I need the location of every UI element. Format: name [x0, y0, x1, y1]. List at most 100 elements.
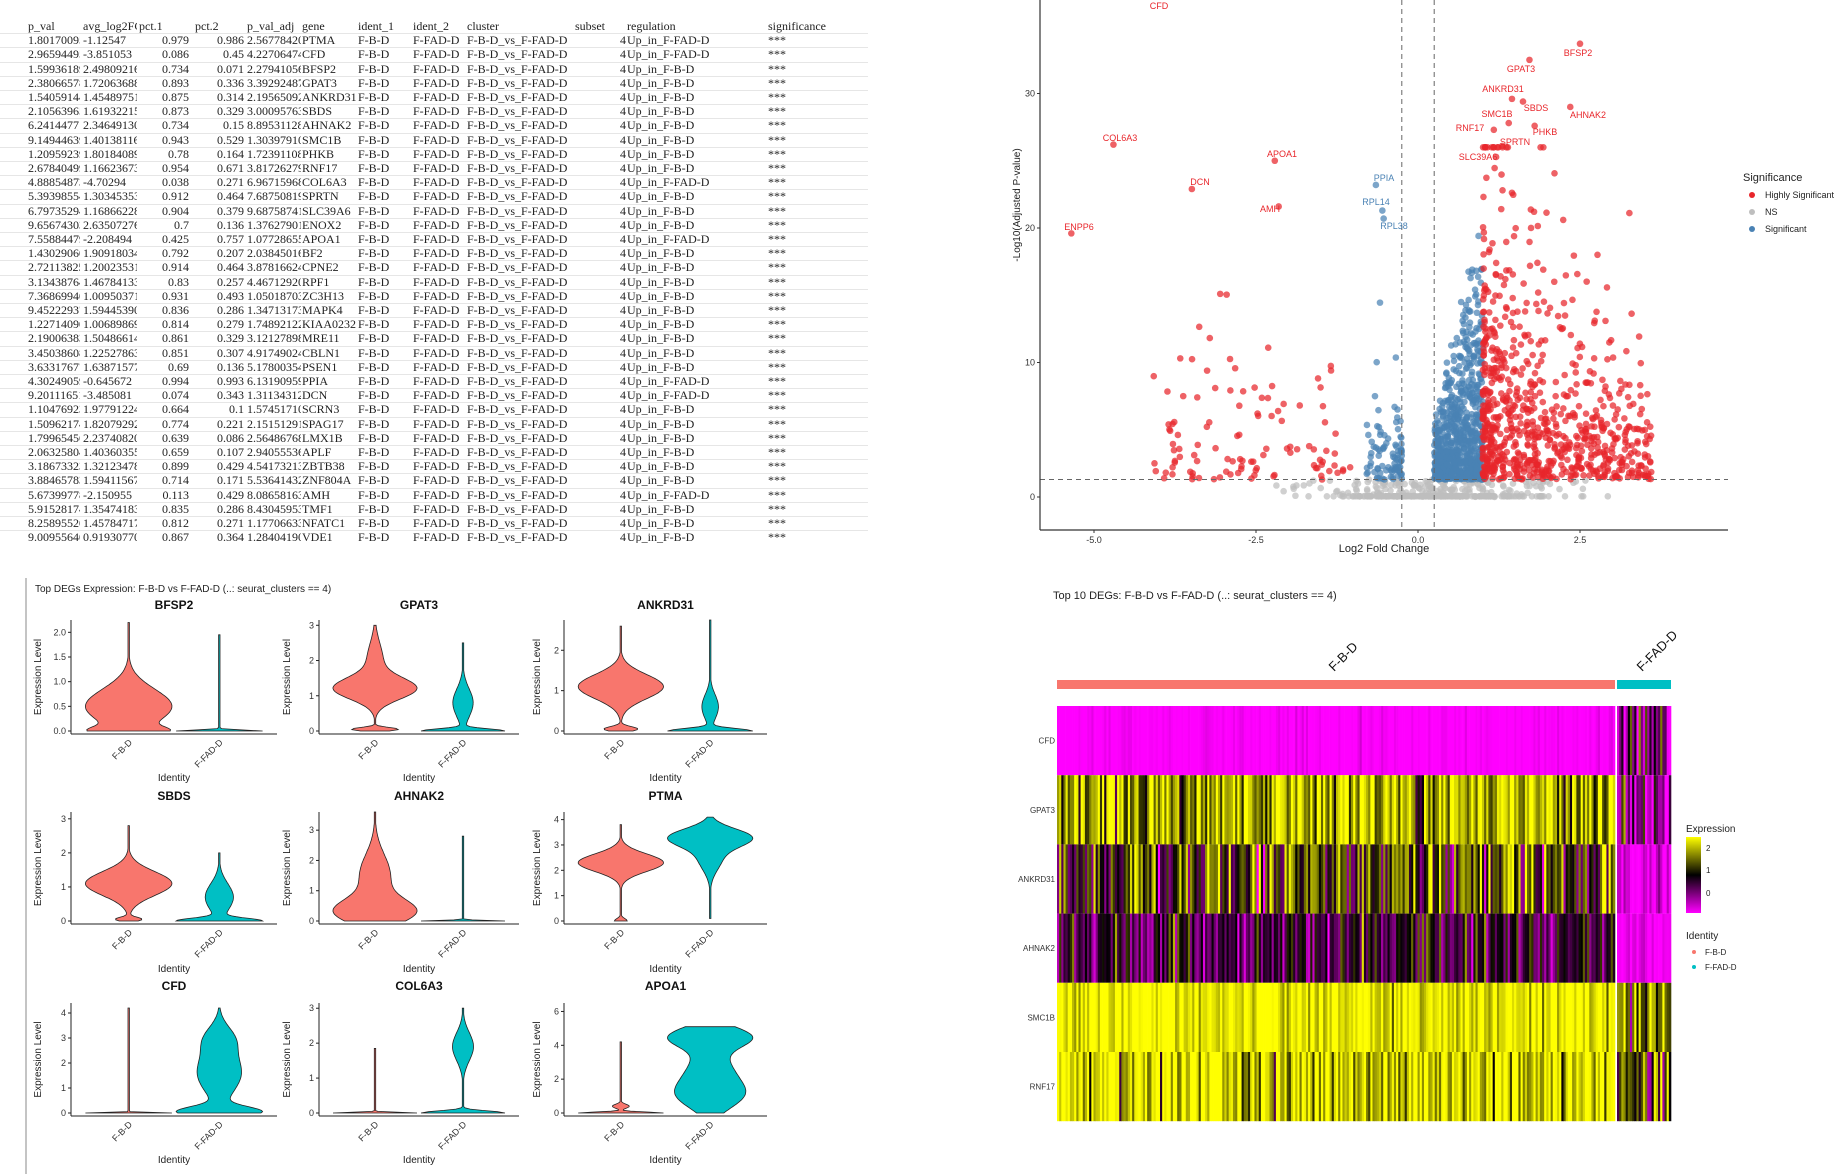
- cell-subset[interactable]: 4: [620, 189, 626, 204]
- cell-pct1[interactable]: 0.814: [162, 317, 189, 332]
- table-row[interactable]: 6.79735294 1.16866228 0.904 0.379 9.68758741…: [0, 204, 868, 219]
- cell-ident-1[interactable]: F-B-D: [358, 232, 390, 246]
- cell-ident-1[interactable]: F-B-D: [358, 303, 390, 317]
- cell-pct1[interactable]: 0.664: [162, 402, 189, 417]
- cell-pct1[interactable]: 0.867: [162, 530, 189, 543]
- cell-ident-2[interactable]: F-FAD-D: [413, 274, 460, 289]
- cell-regulation[interactable]: Up_in_F-B-D: [627, 331, 695, 346]
- cell-p-val-adj[interactable]: 1.31134312: [247, 388, 301, 403]
- cell-p-val-adj[interactable]: 2.56486768: [247, 430, 301, 445]
- cell-pct1[interactable]: 0.7: [174, 217, 189, 232]
- cell-pct2[interactable]: 0.257: [217, 274, 244, 289]
- cell-pct1[interactable]: 0.086: [162, 47, 189, 62]
- cell-cluster[interactable]: F-B-D_vs_F-FAD-D: [467, 246, 568, 261]
- cell-pct2[interactable]: 0.136: [217, 217, 244, 232]
- table-row[interactable]: 4.30249059 -0.645672 0.994 0.993 6.13190959 P…: [0, 374, 868, 390]
- header-p-val-adj[interactable]: p_val_adj: [247, 19, 295, 33]
- cell-avg-log2fc[interactable]: -2.208494: [83, 232, 132, 246]
- cell-cluster[interactable]: F-B-D_vs_F-FAD-D: [467, 303, 568, 317]
- cell-subset[interactable]: 4: [620, 487, 626, 502]
- cell-avg-log2fc[interactable]: 1.16866228: [83, 203, 137, 218]
- cell-cluster[interactable]: F-B-D_vs_F-FAD-D: [467, 189, 568, 204]
- cell-p-val[interactable]: 2.19006383: [28, 331, 80, 346]
- header-ident-2[interactable]: ident_2: [413, 19, 449, 33]
- cell-avg-log2fc[interactable]: 1.20023531: [83, 260, 137, 275]
- cell-subset[interactable]: 4: [620, 203, 626, 218]
- cell-pct1[interactable]: 0.873: [162, 104, 189, 119]
- cell-avg-log2fc[interactable]: 1.59445390: [83, 303, 137, 317]
- cell-pct1[interactable]: 0.893: [162, 75, 189, 90]
- cell-avg-log2fc[interactable]: 1.63871577: [83, 359, 137, 374]
- cell-avg-log2fc[interactable]: 1.50486614: [83, 331, 137, 346]
- cell-regulation[interactable]: Up_in_F-FAD-D: [627, 388, 710, 403]
- table-row[interactable]: 1.80170095 -1.12547 0.979 0.986 2.56778420 PT…: [0, 33, 868, 49]
- table-row[interactable]: 1.50962174 1.82079292 0.774 0.221 2.15151291…: [0, 417, 868, 432]
- cell-p-val[interactable]: 1.79965456: [28, 430, 80, 445]
- cell-pct2[interactable]: 0.329: [217, 104, 244, 119]
- cell-significance[interactable]: ***: [768, 288, 786, 303]
- cell-p-val[interactable]: 1.50962174: [28, 416, 80, 431]
- cell-p-val[interactable]: 5.91528174: [28, 501, 80, 516]
- table-row[interactable]: 4.88854873 -4.70294 0.038 0.271 6.96715968 CO…: [0, 175, 868, 191]
- cell-gene[interactable]: DCN: [302, 388, 328, 403]
- cell-ident-2[interactable]: F-FAD-D: [413, 232, 460, 246]
- cell-gene[interactable]: SMC1B: [302, 132, 342, 147]
- cell-ident-2[interactable]: F-FAD-D: [413, 430, 460, 445]
- cell-regulation[interactable]: Up_in_F-FAD-D: [627, 33, 710, 48]
- table-row[interactable]: 2.72113825 1.20023531 0.914 0.464 3.87816624…: [0, 260, 868, 276]
- header-pct1[interactable]: pct.1: [139, 19, 163, 33]
- cell-regulation[interactable]: Up_in_F-B-D: [627, 288, 695, 303]
- table-row[interactable]: 6.24144771 2.34649130 0.734 0.15 8.89531128 A…: [0, 118, 868, 134]
- cell-cluster[interactable]: F-B-D_vs_F-FAD-D: [467, 33, 568, 48]
- cell-regulation[interactable]: Up_in_F-B-D: [627, 459, 695, 474]
- cell-avg-log2fc[interactable]: 0.91930770: [83, 530, 137, 543]
- cell-regulation[interactable]: Up_in_F-B-D: [627, 90, 695, 104]
- cell-pct2[interactable]: 0.529: [217, 132, 244, 147]
- cell-p-val[interactable]: 2.67840499: [28, 161, 80, 175]
- cell-ident-1[interactable]: F-B-D: [358, 416, 390, 431]
- cell-pct2[interactable]: 0.464: [217, 189, 244, 204]
- cell-p-val[interactable]: 2.10563965: [28, 104, 80, 119]
- table-row[interactable]: 7.55884479 -2.208494 0.425 0.757 1.07728655 A…: [0, 232, 868, 248]
- cell-gene[interactable]: ANKRD31: [302, 90, 356, 104]
- cell-avg-log2fc[interactable]: 1.72063688: [83, 75, 137, 90]
- cell-p-val[interactable]: 3.45038608: [28, 345, 80, 360]
- cell-pct2[interactable]: 0.221: [217, 416, 244, 431]
- cell-gene[interactable]: BFSP2: [302, 61, 337, 76]
- cell-cluster[interactable]: F-B-D_vs_F-FAD-D: [467, 260, 568, 275]
- cell-pct1[interactable]: 0.899: [162, 459, 189, 474]
- cell-pct1[interactable]: 0.851: [162, 345, 189, 360]
- cell-p-val-adj[interactable]: 6.13190959: [247, 374, 301, 388]
- cell-regulation[interactable]: Up_in_F-B-D: [627, 132, 695, 147]
- cell-p-val-adj[interactable]: 4.22706474: [247, 47, 301, 62]
- cell-avg-log2fc[interactable]: -1.12547: [83, 33, 126, 48]
- table-row[interactable]: 1.79965456 2.23740820 0.639 0.086 2.56486768…: [0, 431, 868, 446]
- header-regulation[interactable]: regulation: [627, 19, 676, 33]
- cell-ident-2[interactable]: F-FAD-D: [413, 175, 460, 190]
- header-ident-1[interactable]: ident_1: [358, 19, 394, 33]
- cell-p-val[interactable]: 1.20959239: [28, 146, 80, 161]
- cell-p-val[interactable]: 4.88854873: [28, 175, 80, 190]
- cell-cluster[interactable]: F-B-D_vs_F-FAD-D: [467, 487, 568, 502]
- cell-gene[interactable]: PHKB: [302, 146, 335, 161]
- cell-regulation[interactable]: Up_in_F-B-D: [627, 303, 695, 317]
- cell-ident-2[interactable]: F-FAD-D: [413, 118, 460, 133]
- cell-gene[interactable]: ZNF804A: [302, 473, 352, 488]
- cell-pct2[interactable]: 0.429: [217, 487, 244, 502]
- cell-ident-1[interactable]: F-B-D: [358, 388, 390, 403]
- cell-significance[interactable]: ***: [768, 516, 786, 530]
- cell-gene[interactable]: SPRTN: [302, 189, 339, 204]
- cell-gene[interactable]: SBDS: [302, 104, 333, 119]
- cell-pct1[interactable]: 0.904: [162, 203, 189, 218]
- cell-significance[interactable]: ***: [768, 501, 786, 516]
- cell-subset[interactable]: 4: [620, 232, 626, 246]
- cell-cluster[interactable]: F-B-D_vs_F-FAD-D: [467, 359, 568, 374]
- cell-pct2[interactable]: 0.993: [217, 374, 244, 388]
- cell-cluster[interactable]: F-B-D_vs_F-FAD-D: [467, 61, 568, 76]
- cell-avg-log2fc[interactable]: 1.00950371: [83, 288, 137, 303]
- table-header-row[interactable]: p_val avg_log2FC pct.1 pct.2 p_val_adj gene id…: [0, 19, 868, 35]
- cell-gene[interactable]: APOA1: [302, 232, 341, 246]
- cell-ident-1[interactable]: F-B-D: [358, 33, 390, 48]
- cell-p-val[interactable]: 4.30249059: [28, 374, 80, 388]
- cell-gene[interactable]: PSEN1: [302, 359, 338, 374]
